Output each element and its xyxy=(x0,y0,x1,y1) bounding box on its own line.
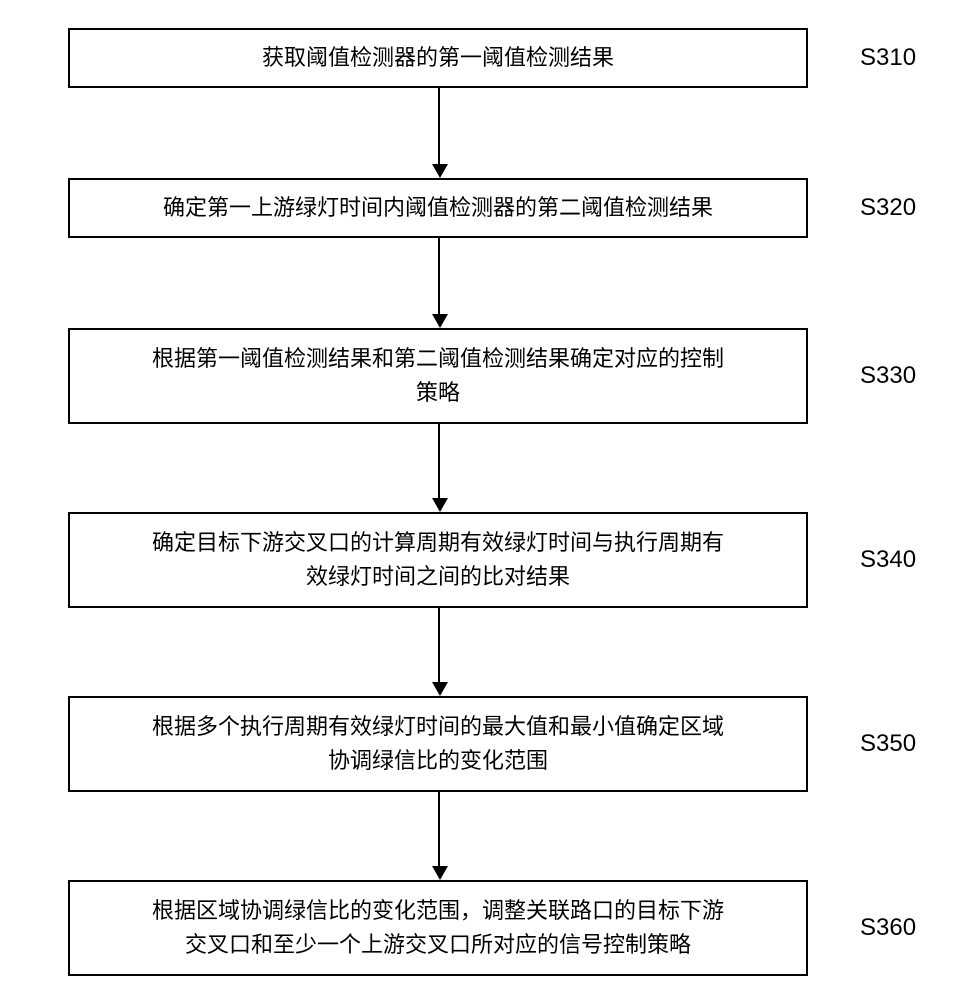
arrow-line xyxy=(438,608,440,682)
arrow-head-icon xyxy=(432,498,448,512)
step-label-s330: S330 xyxy=(860,362,916,390)
arrow-line xyxy=(438,792,440,866)
flow-node-text: 根据第一阈值检测结果和第二阈值检测结果确定对应的控制 策略 xyxy=(152,342,724,410)
flow-node-s350: 根据多个执行周期有效绿灯时间的最大值和最小值确定区域 协调绿信比的变化范围 xyxy=(68,696,808,792)
step-label-s310: S310 xyxy=(860,44,916,72)
flow-node-s360: 根据区域协调绿信比的变化范围，调整关联路口的目标下游 交叉口和至少一个上游交叉口… xyxy=(68,880,808,976)
arrow-head-icon xyxy=(432,682,448,696)
step-label-s340: S340 xyxy=(860,546,916,574)
flowchart-canvas: 获取阈值检测器的第一阈值检测结果 S310 确定第一上游绿灯时间内阈值检测器的第二阈… xyxy=(0,0,968,1000)
flow-node-text: 确定第一上游绿灯时间内阈值检测器的第二阈值检测结果 xyxy=(163,191,713,225)
flow-node-s310: 获取阈值检测器的第一阈值检测结果 xyxy=(68,28,808,88)
arrow-head-icon xyxy=(432,164,448,178)
arrow-head-icon xyxy=(432,866,448,880)
flow-node-s320: 确定第一上游绿灯时间内阈值检测器的第二阈值检测结果 xyxy=(68,178,808,238)
step-label-s350: S350 xyxy=(860,730,916,758)
step-label-s360: S360 xyxy=(860,914,916,942)
flow-node-s330: 根据第一阈值检测结果和第二阈值检测结果确定对应的控制 策略 xyxy=(68,328,808,424)
arrow-line xyxy=(438,238,440,314)
flow-node-text: 获取阈值检测器的第一阈值检测结果 xyxy=(262,41,614,75)
arrow-line xyxy=(438,424,440,498)
flow-node-text: 根据多个执行周期有效绿灯时间的最大值和最小值确定区域 协调绿信比的变化范围 xyxy=(152,710,724,778)
arrow-line xyxy=(438,88,440,164)
flow-node-s340: 确定目标下游交叉口的计算周期有效绿灯时间与执行周期有 效绿灯时间之间的比对结果 xyxy=(68,512,808,608)
arrow-head-icon xyxy=(432,314,448,328)
flow-node-text: 根据区域协调绿信比的变化范围，调整关联路口的目标下游 交叉口和至少一个上游交叉口… xyxy=(152,894,724,962)
flow-node-text: 确定目标下游交叉口的计算周期有效绿灯时间与执行周期有 效绿灯时间之间的比对结果 xyxy=(152,526,724,594)
step-label-s320: S320 xyxy=(860,194,916,222)
